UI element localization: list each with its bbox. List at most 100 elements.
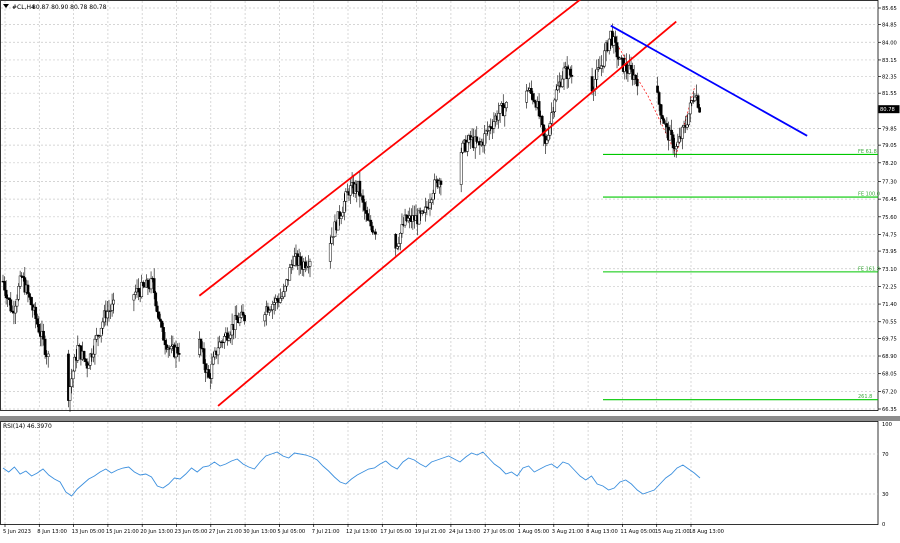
fib-level-label: FE 100.0 bbox=[858, 192, 880, 198]
candle-body bbox=[595, 68, 599, 80]
candle-body bbox=[670, 129, 673, 136]
rsi-tick-label: 0 bbox=[882, 522, 885, 528]
price-tick-label: 82.35 bbox=[882, 75, 897, 81]
price-tick-label: 79.05 bbox=[882, 143, 897, 149]
time-tick-label: 24 Jul 13:00 bbox=[449, 529, 480, 535]
candle-body bbox=[483, 133, 486, 146]
candle-body bbox=[162, 327, 165, 341]
candle-body bbox=[439, 180, 443, 185]
price-tick-label: 78.20 bbox=[882, 161, 897, 167]
symbol-dropdown-icon[interactable] bbox=[3, 4, 9, 8]
candle-body bbox=[659, 104, 663, 116]
pane-separator bbox=[0, 416, 900, 421]
candle-body bbox=[339, 215, 343, 219]
candle-body bbox=[112, 299, 115, 305]
candle-body bbox=[570, 74, 574, 77]
candle-body bbox=[92, 353, 95, 358]
rsi-label: RSI(14) 46.3970 bbox=[3, 423, 52, 430]
time-tick-label: 23 Jun 05:00 bbox=[175, 529, 208, 535]
chart-header: #CL,H4 80.87 80.90 80.78 80.78 bbox=[3, 4, 107, 11]
candle-body bbox=[289, 264, 293, 268]
candle-body bbox=[204, 363, 207, 373]
candle-body bbox=[109, 310, 112, 312]
candle-layer bbox=[1, 23, 701, 412]
candle-body bbox=[551, 111, 555, 113]
candle-body bbox=[590, 76, 594, 92]
candle-body bbox=[662, 118, 666, 124]
candle-body bbox=[106, 311, 109, 319]
rsi-line bbox=[2, 451, 701, 497]
candle-body bbox=[154, 292, 158, 307]
time-tick-label: 27 Jul 05:00 bbox=[483, 529, 514, 535]
candle-body bbox=[101, 321, 105, 329]
price-tick-label: 83.15 bbox=[882, 58, 897, 64]
candle-body bbox=[540, 115, 544, 126]
candle-body bbox=[28, 293, 31, 298]
candle-body bbox=[489, 126, 493, 129]
candle-body bbox=[272, 302, 276, 305]
candle-body bbox=[498, 105, 502, 114]
candle-body bbox=[99, 327, 103, 337]
price-tick-label: 67.20 bbox=[882, 389, 897, 395]
candle-body bbox=[676, 141, 680, 147]
channel-lower-line bbox=[217, 20, 677, 407]
time-tick-label: 11 Aug 05:00 bbox=[620, 529, 655, 535]
axis-layer: 85.65 84.85 84.00 83.15 82.35 81.55 79.85 79.05… bbox=[3, 6, 900, 535]
price-tick-label: 73.10 bbox=[882, 267, 897, 273]
candle-body bbox=[202, 348, 206, 364]
candle-body bbox=[545, 139, 549, 144]
candle-body bbox=[243, 315, 246, 322]
rsi-grid bbox=[0, 421, 879, 525]
candle-body bbox=[137, 288, 140, 293]
candle-body bbox=[283, 285, 287, 292]
candle-body bbox=[486, 130, 490, 132]
candle-body bbox=[34, 306, 38, 319]
candle-body bbox=[394, 233, 398, 249]
candle-body bbox=[210, 363, 214, 379]
time-tick-label: 13 Jun 05:00 bbox=[72, 529, 105, 535]
candle-body bbox=[369, 219, 373, 227]
candle-body bbox=[487, 126, 491, 131]
time-tick-label: 5 Jun 2023 bbox=[3, 529, 31, 535]
resistance-trendline bbox=[610, 24, 808, 137]
candle-body bbox=[233, 315, 237, 330]
candle-body bbox=[364, 210, 368, 214]
candle-body bbox=[330, 236, 334, 244]
candle-body bbox=[70, 378, 73, 387]
candle-body bbox=[475, 136, 479, 142]
candle-body bbox=[3, 281, 6, 291]
candle-body bbox=[35, 318, 39, 325]
candle-body bbox=[600, 65, 603, 69]
candle-body bbox=[505, 102, 508, 109]
candle-body bbox=[157, 311, 161, 320]
candle-body bbox=[285, 279, 288, 287]
candle-body bbox=[216, 347, 220, 356]
candle-body bbox=[93, 338, 97, 355]
ohlc-readout: 80.87 80.90 80.78 80.78 bbox=[32, 4, 107, 11]
candle-body bbox=[358, 180, 362, 197]
candle-body bbox=[21, 276, 25, 278]
candle-body bbox=[543, 135, 547, 144]
price-tick-label: 72.25 bbox=[882, 284, 897, 290]
rsi-tick-label: 70 bbox=[882, 452, 889, 458]
candle-body bbox=[349, 185, 352, 196]
candle-body bbox=[525, 90, 528, 103]
candle-body bbox=[459, 152, 463, 185]
current-price-label: 80.78 bbox=[880, 107, 895, 113]
symbol-label: #CL,H4 bbox=[12, 4, 35, 11]
candle-body bbox=[433, 179, 437, 194]
candle-body bbox=[431, 193, 435, 201]
candle-body bbox=[88, 353, 92, 366]
candle-body bbox=[547, 135, 550, 141]
candle-body bbox=[235, 315, 239, 320]
candle-body bbox=[85, 361, 89, 369]
candle-body bbox=[537, 101, 541, 117]
candle-body bbox=[423, 206, 427, 213]
price-tick-label: 71.40 bbox=[882, 302, 897, 308]
price-tick-label: 84.00 bbox=[882, 40, 897, 46]
fib-level-label: FE 61.8 bbox=[858, 149, 877, 155]
price-tick-label: 68.90 bbox=[882, 354, 897, 360]
candle-body bbox=[681, 126, 684, 139]
